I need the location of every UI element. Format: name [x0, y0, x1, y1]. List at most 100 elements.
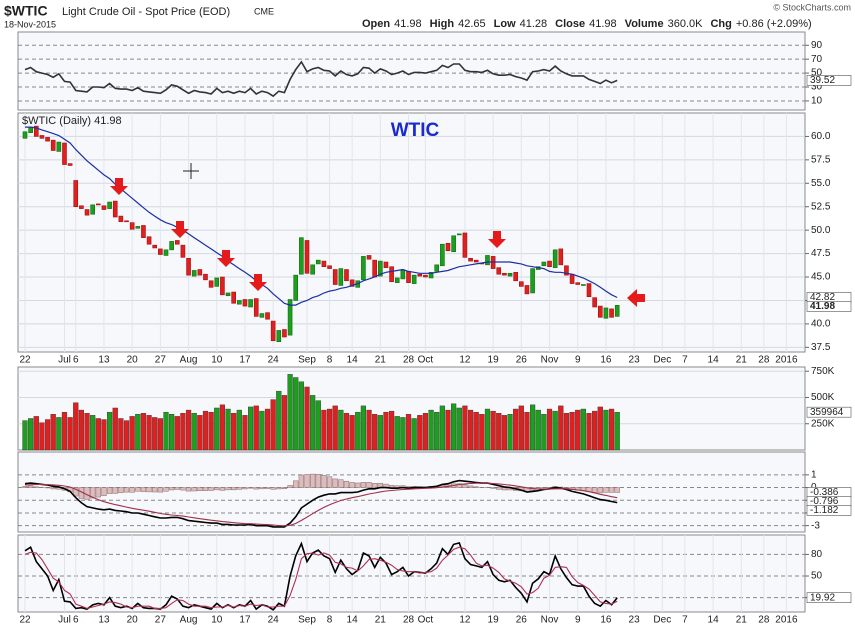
- x-tick-label: Jul: [58, 615, 71, 626]
- volume-bar: [219, 404, 226, 451]
- volume-bar: [451, 403, 457, 451]
- y-tick-label: 750K: [811, 366, 835, 377]
- line: [25, 126, 618, 306]
- histogram-bar: [608, 487, 615, 493]
- histogram-bar: [591, 487, 598, 493]
- value-tag-label: 41.98: [810, 301, 835, 312]
- x-tick-label: 16: [600, 615, 612, 626]
- volume-bar: [163, 411, 169, 451]
- candle: [428, 272, 434, 279]
- x-tick-label: Oct: [418, 615, 434, 626]
- candle: [462, 232, 468, 258]
- volume-bar: [405, 414, 412, 451]
- volume-bar: [78, 409, 85, 451]
- volume-bar: [106, 411, 113, 451]
- candle: [203, 273, 208, 281]
- histogram-bar: [112, 487, 118, 494]
- plot-area: [17, 112, 806, 353]
- quote-label: Open: [362, 18, 390, 30]
- histogram-bar: [247, 487, 254, 489]
- y-tick-label: 47.5: [811, 248, 831, 259]
- quote-label: Close: [555, 18, 585, 30]
- histogram-bar: [597, 487, 603, 494]
- candle: [293, 274, 299, 301]
- security-name: Light Crude Oil - Spot Price (EOD): [62, 6, 230, 18]
- volume-bar: [377, 415, 383, 451]
- candle: [45, 137, 50, 142]
- candle: [411, 274, 417, 284]
- x-tick-label: 20: [127, 355, 139, 366]
- volume-bar: [394, 416, 400, 451]
- candle: [231, 291, 236, 304]
- volume-bar: [552, 410, 558, 451]
- x-tick-label: 7: [682, 355, 688, 366]
- histogram-bar: [563, 487, 570, 489]
- volume-bar: [67, 417, 73, 451]
- x-tick-label: 14: [347, 355, 359, 366]
- volume-bar: [513, 408, 519, 451]
- volume-bar: [185, 409, 192, 451]
- histogram-bar: [614, 487, 620, 493]
- histogram-bar: [298, 474, 305, 488]
- candle: [603, 307, 609, 319]
- x-tick-label: 6: [73, 355, 79, 366]
- histogram-bar: [304, 474, 310, 488]
- candle: [276, 330, 282, 342]
- y-tick-label: -3: [811, 520, 820, 531]
- y-tick-label: 10: [811, 96, 823, 107]
- histogram-bar: [473, 486, 479, 488]
- histogram-bar: [242, 487, 248, 490]
- candle: [349, 279, 355, 287]
- x-tick-label: Jul: [58, 355, 71, 366]
- x-tick-label: 22: [19, 355, 31, 366]
- y-tick-label: 250K: [811, 418, 835, 429]
- volume-bar: [326, 408, 333, 451]
- x-tick-label: 9: [575, 355, 581, 366]
- value-tag: [806, 505, 852, 516]
- value-tag-label: 19.92: [810, 592, 835, 603]
- volume-bar: [112, 407, 118, 451]
- candle: [174, 240, 180, 245]
- candle: [270, 320, 276, 342]
- volume-bar: [541, 414, 547, 451]
- x-tick-label: 13: [98, 355, 110, 366]
- volume-bar: [28, 418, 34, 451]
- histogram-bar: [231, 487, 237, 491]
- x-tick-label: 19: [488, 615, 500, 626]
- candle: [67, 163, 73, 166]
- volume-bar: [152, 417, 158, 451]
- volume-bar: [422, 413, 429, 451]
- volume-bar: [546, 408, 553, 451]
- volume-bar: [434, 411, 440, 451]
- x-tick-label: 19: [488, 355, 500, 366]
- x-tick-label: Aug: [180, 615, 198, 626]
- volume-bar: [569, 411, 575, 451]
- x-tick-label: Nov: [541, 615, 559, 626]
- candle: [141, 225, 146, 238]
- panel: 37.540.042.545.047.550.052.555.057.560.0…: [17, 112, 852, 366]
- histogram-bar: [338, 479, 344, 488]
- x-tick-label: 7: [682, 615, 688, 626]
- candle: [237, 300, 242, 305]
- candle: [107, 201, 112, 209]
- y-tick-label: 52.5: [811, 201, 831, 212]
- volume-bar: [90, 415, 96, 451]
- histogram-bar: [360, 482, 367, 488]
- volume-bar: [372, 414, 378, 451]
- candle: [299, 237, 304, 275]
- volume-bar: [135, 414, 141, 451]
- candle: [214, 277, 220, 287]
- x-tick-label: 8: [327, 355, 333, 366]
- histogram-bar: [343, 480, 350, 488]
- volume-bar: [281, 395, 288, 451]
- volume-bar: [343, 413, 350, 451]
- y-tick-label: 50: [811, 571, 823, 582]
- candle: [152, 244, 158, 249]
- volume-bar: [304, 386, 310, 451]
- histogram-bar: [501, 487, 508, 491]
- panel: 90 70 50 30 10 39.52: [17, 31, 852, 111]
- volume-bar: [129, 416, 135, 451]
- value-tag-label: 42.82: [810, 292, 835, 303]
- volume-bar: [518, 405, 524, 451]
- value-tag-label: -0.386: [810, 487, 839, 498]
